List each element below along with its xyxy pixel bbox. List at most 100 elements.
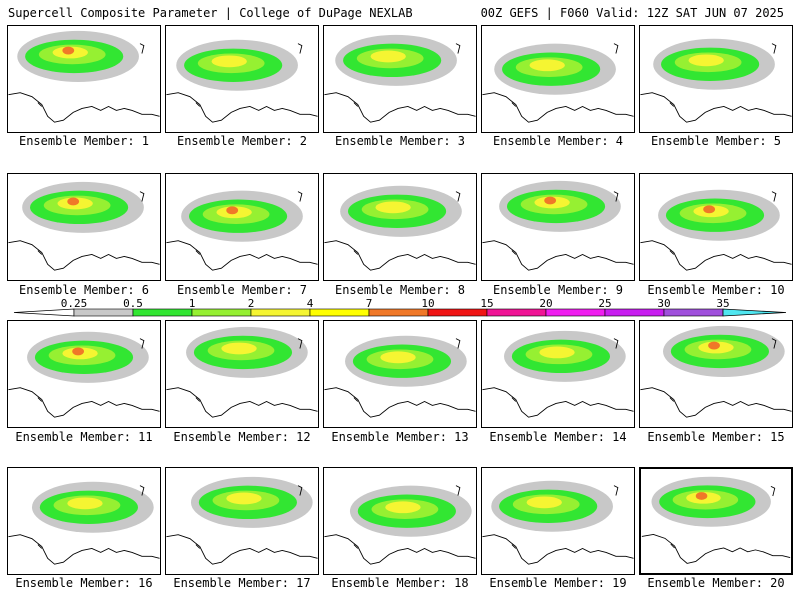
ensemble-panel-12[interactable] <box>165 320 319 428</box>
scp-contour-7 <box>695 492 708 500</box>
ensemble-panel-7[interactable] <box>165 173 319 281</box>
coastline <box>640 240 792 271</box>
colorbar-level-label: 20 <box>539 297 553 310</box>
lake-outline <box>771 338 777 349</box>
border-line <box>353 397 359 402</box>
colorbar-min-arrow <box>13 308 75 317</box>
ensemble-panel-1[interactable] <box>7 25 161 133</box>
scp-map <box>166 326 318 418</box>
scp-contour-2 <box>211 55 247 68</box>
colorbar-level-label: 0.25 <box>60 297 88 310</box>
ensemble-panel-6[interactable] <box>7 173 161 281</box>
border-line <box>511 250 517 255</box>
coastline <box>482 534 634 565</box>
lake-outline <box>613 485 619 496</box>
coastline <box>8 240 160 271</box>
ensemble-member-caption: Ensemble Member: 18 <box>331 576 469 590</box>
scp-map <box>482 180 634 271</box>
coastline <box>324 92 476 123</box>
lake-outline <box>297 338 303 349</box>
ensemble-panel-16[interactable] <box>7 467 161 575</box>
coastline <box>482 92 634 123</box>
ensemble-panel-20[interactable] <box>639 467 793 575</box>
colorbar-level-label: 0.5 <box>123 297 143 310</box>
ensemble-panel-10[interactable] <box>639 173 793 281</box>
border-line <box>669 250 675 255</box>
ensemble-member-caption: Ensemble Member: 13 <box>331 430 469 444</box>
colorbar-swatch <box>604 308 665 317</box>
valid-time-label: 00Z GEFS | F060 Valid: 12Z SAT JUN 07 20… <box>480 6 784 20</box>
ensemble-panel-4[interactable] <box>481 25 635 133</box>
colorbar-swatch <box>663 308 724 317</box>
ensemble-panel-5[interactable] <box>639 25 793 133</box>
scp-contour-2 <box>370 50 406 63</box>
lake-outline <box>455 191 461 202</box>
scp-contour-7 <box>703 205 716 214</box>
ensemble-panel-13[interactable] <box>323 320 477 428</box>
border-line <box>353 102 359 107</box>
colorbar-swatch <box>191 308 252 317</box>
scp-map <box>640 189 792 271</box>
border-line <box>353 544 359 549</box>
ensemble-panel-11[interactable] <box>7 320 161 428</box>
ensemble-member-caption: Ensemble Member: 5 <box>650 134 782 148</box>
ensemble-member-caption: Ensemble Member: 1 <box>18 134 150 148</box>
scp-contour-2 <box>526 496 562 509</box>
colorbar-swatch <box>250 308 311 317</box>
scp-map <box>324 335 476 418</box>
border-line <box>37 397 43 402</box>
ensemble-panel-17[interactable] <box>165 467 319 575</box>
scp-contour-7 <box>72 347 84 356</box>
ensemble-panel-14[interactable] <box>481 320 635 428</box>
coastline <box>166 92 318 123</box>
colorbar-level-label: 30 <box>657 297 671 310</box>
coastline <box>166 534 318 565</box>
ensemble-member-caption: Ensemble Member: 20 <box>647 576 785 590</box>
ensemble-panel-19[interactable] <box>481 467 635 575</box>
border-line <box>669 102 675 107</box>
scp-map <box>640 325 792 418</box>
border-line <box>511 544 517 549</box>
lake-outline <box>139 191 145 202</box>
border-line <box>195 397 201 402</box>
lake-outline <box>297 43 303 54</box>
scp-contour-2 <box>529 59 565 72</box>
border-line <box>511 102 517 107</box>
colorbar-swatch <box>73 308 134 317</box>
ensemble-member-caption: Ensemble Member: 9 <box>492 283 624 297</box>
lake-outline <box>771 191 777 202</box>
ensemble-panel-3[interactable] <box>323 25 477 133</box>
lake-outline <box>455 43 461 54</box>
scp-map <box>166 190 318 271</box>
colorbar-level-label: 15 <box>480 297 494 310</box>
scp-contour-2 <box>539 346 575 359</box>
border-line <box>670 543 675 549</box>
ensemble-panel-15[interactable] <box>639 320 793 428</box>
lake-outline <box>139 43 145 54</box>
scp-map <box>482 480 634 565</box>
scp-contour-2 <box>375 201 411 214</box>
scp-contour-7 <box>544 196 557 205</box>
lake-outline <box>297 485 303 496</box>
ensemble-panel-2[interactable] <box>165 25 319 133</box>
scp-contour-7 <box>62 46 75 55</box>
colorbar-level-label: 10 <box>421 297 435 310</box>
coastline <box>640 92 792 123</box>
ensemble-panel-18[interactable] <box>323 467 477 575</box>
lake-outline <box>771 43 777 54</box>
ensemble-panel-8[interactable] <box>323 173 477 281</box>
scp-map <box>166 39 318 123</box>
border-line <box>511 397 517 402</box>
lake-outline <box>455 485 461 496</box>
coastline <box>641 534 791 564</box>
ensemble-member-caption: Ensemble Member: 10 <box>647 283 785 297</box>
ensemble-panel-9[interactable] <box>481 173 635 281</box>
color-scale-bar <box>13 308 787 317</box>
ensemble-member-caption: Ensemble Member: 12 <box>173 430 311 444</box>
border-line <box>353 250 359 255</box>
coastline <box>166 387 318 418</box>
lake-outline <box>613 338 619 349</box>
ensemble-member-caption: Ensemble Member: 4 <box>492 134 624 148</box>
ensemble-member-caption: Ensemble Member: 17 <box>173 576 311 590</box>
border-line <box>37 250 43 255</box>
